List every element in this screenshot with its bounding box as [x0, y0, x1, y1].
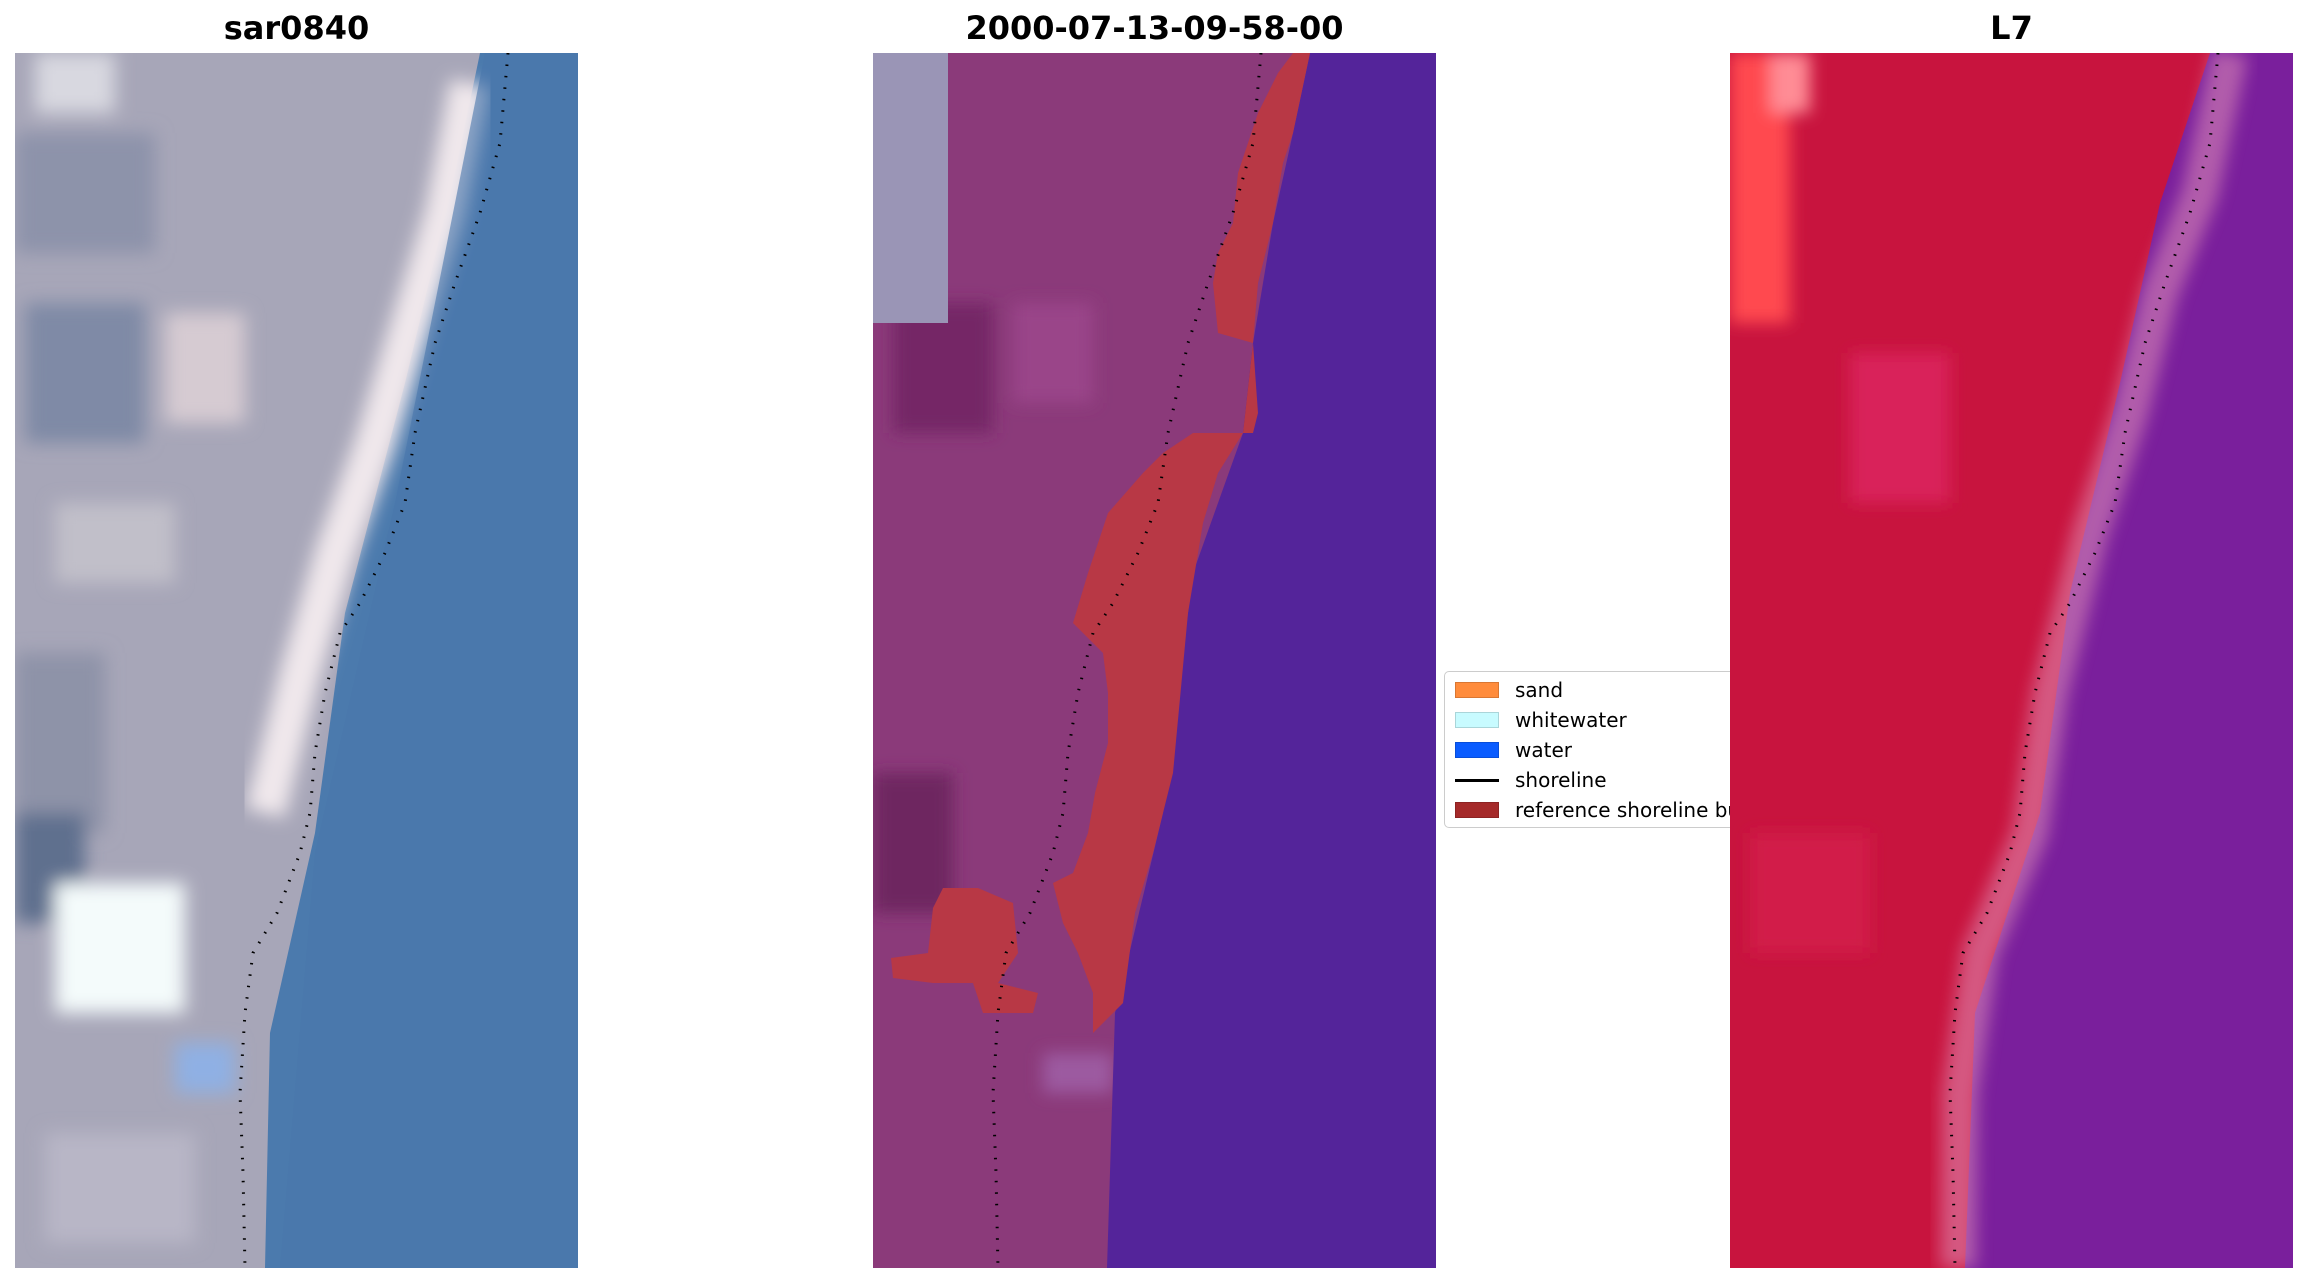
legend-swatch-shoreline	[1455, 778, 1499, 782]
legend-swatch-water	[1455, 742, 1499, 758]
legend-label-reference-buffer: reference shoreline buffer	[1515, 798, 1744, 822]
panel-title-false-color: L7	[1990, 9, 2033, 47]
legend-swatch-reference-buffer	[1455, 802, 1499, 818]
legend-item-whitewater: whitewater	[1455, 708, 1627, 732]
legend-swatch-whitewater	[1455, 712, 1499, 728]
legend: sand whitewater water shoreline referenc…	[1444, 671, 1744, 828]
legend-swatch-sand	[1455, 682, 1499, 698]
legend-label-water: water	[1515, 738, 1572, 762]
rgb-image-panel	[15, 53, 578, 1268]
false-color-image	[1730, 53, 2293, 1268]
panel-title-classified: 2000-07-13-09-58-00	[965, 9, 1344, 47]
legend-label-sand: sand	[1515, 678, 1564, 702]
legend-item-reference-buffer: reference shoreline buffer	[1455, 798, 1744, 822]
classified-image	[873, 53, 1436, 1268]
legend-item-shoreline: shoreline	[1455, 768, 1607, 792]
grey-corner	[873, 53, 948, 323]
legend-label-whitewater: whitewater	[1515, 708, 1627, 732]
rgb-image	[15, 53, 578, 1268]
false-color-image-panel	[1730, 53, 2293, 1268]
reference-buffer	[1053, 53, 1310, 1033]
classified-image-panel	[873, 53, 1436, 1268]
panel-title-rgb: sar0840	[223, 9, 370, 47]
legend-item-water: water	[1455, 738, 1572, 762]
legend-item-sand: sand	[1455, 678, 1563, 702]
legend-label-shoreline: shoreline	[1515, 768, 1607, 792]
